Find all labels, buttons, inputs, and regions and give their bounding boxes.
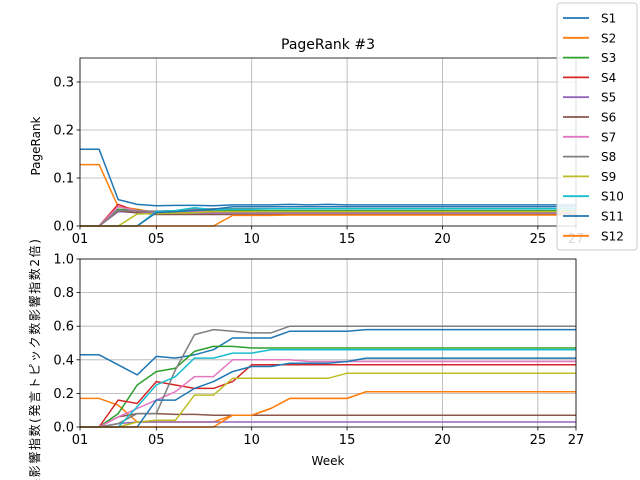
bottom-xtick-label: 05 — [148, 433, 165, 448]
legend-label-s7: S7 — [601, 130, 616, 144]
legend-label-s2: S2 — [601, 31, 616, 45]
bottom-xtick-label: 20 — [434, 433, 451, 448]
bottom-ytick-label: 0.6 — [53, 320, 74, 335]
bottom-xtick-label: 25 — [530, 433, 547, 448]
legend-label-s8: S8 — [601, 150, 616, 164]
top-xtick-label: 10 — [243, 232, 260, 247]
bottom-series-line-s5 — [80, 421, 576, 428]
top-series-line-s1 — [80, 148, 576, 207]
top-xtick-label: 05 — [148, 232, 165, 247]
bottom-series-line-s4 — [80, 364, 576, 428]
top-series-line-s7 — [80, 206, 576, 227]
legend-label-s3: S3 — [601, 51, 616, 65]
bottom-xtick-label: 15 — [339, 433, 356, 448]
top-series-line-s11 — [80, 206, 576, 227]
bottom-xtick-label: 01 — [72, 433, 89, 448]
top-series-line-s9 — [80, 210, 576, 227]
bottom-series-line-s3 — [80, 345, 576, 428]
legend-label-s4: S4 — [601, 71, 616, 85]
top-y-axis-label: PageRank — [29, 116, 43, 175]
top-xtick-label: 15 — [339, 232, 356, 247]
legend-label-s11: S11 — [601, 210, 624, 224]
legend: S1 S2 S3 S4 S5 S6 S7 S8 S9 S10 S11 S12 — [556, 2, 638, 251]
legend-label-s9: S9 — [601, 170, 616, 184]
bottom-axes-frame — [79, 258, 577, 428]
legend-label-s5: S5 — [601, 91, 616, 105]
legend-label-s10: S10 — [601, 190, 624, 204]
bottom-ytick-label: 0.4 — [53, 353, 74, 368]
legend-box — [556, 2, 638, 251]
legend-label-s1: S1 — [601, 12, 616, 26]
bottom-series-line-s11 — [80, 357, 576, 428]
bottom-series-line-s8 — [80, 325, 576, 428]
bottom-series-line-s1 — [80, 328, 576, 376]
bottom-series-line-s10 — [80, 348, 576, 428]
bottom-series-line-s2 — [80, 390, 576, 423]
top-axes-frame — [79, 57, 577, 227]
bottom-ytick-label: 0.8 — [53, 286, 74, 301]
bottom-ytick-label: 0.0 — [53, 421, 74, 436]
top-ytick-label: 0.0 — [53, 220, 74, 235]
top-xtick-label: 01 — [72, 232, 89, 247]
top-series-line-s12 — [80, 214, 576, 227]
top-chart-title: PageRank #3 — [281, 37, 375, 53]
chart-bottom-influence: 01 05 10 15 20 25 27 0.0 0.2 0.4 0.6 0.8 1.0 Week 実影響指… — [27, 239, 584, 480]
top-xtick-label: 20 — [434, 232, 451, 247]
bottom-series-line-s6 — [80, 412, 576, 428]
bottom-ytick-label: 1.0 — [53, 253, 74, 268]
legend-label-s6: S6 — [601, 111, 616, 125]
bottom-ytick-label: 0.2 — [53, 387, 74, 402]
top-ytick-label: 0.2 — [53, 124, 74, 139]
bottom-x-axis-label: Week — [312, 454, 345, 468]
top-xtick-label: 25 — [530, 232, 547, 247]
top-ytick-label: 0.1 — [53, 172, 74, 187]
bottom-xtick-label: 27 — [568, 433, 585, 448]
top-ytick-label: 0.3 — [53, 76, 74, 91]
legend-label-s12: S12 — [601, 229, 624, 243]
bottom-xtick-label: 10 — [243, 433, 260, 448]
bottom-series-line-s9 — [80, 372, 576, 428]
top-series-line-s10 — [80, 207, 576, 227]
bottom-y-axis-label: 実影響指数(発言トピック数影響指数2倍) — [27, 239, 42, 480]
